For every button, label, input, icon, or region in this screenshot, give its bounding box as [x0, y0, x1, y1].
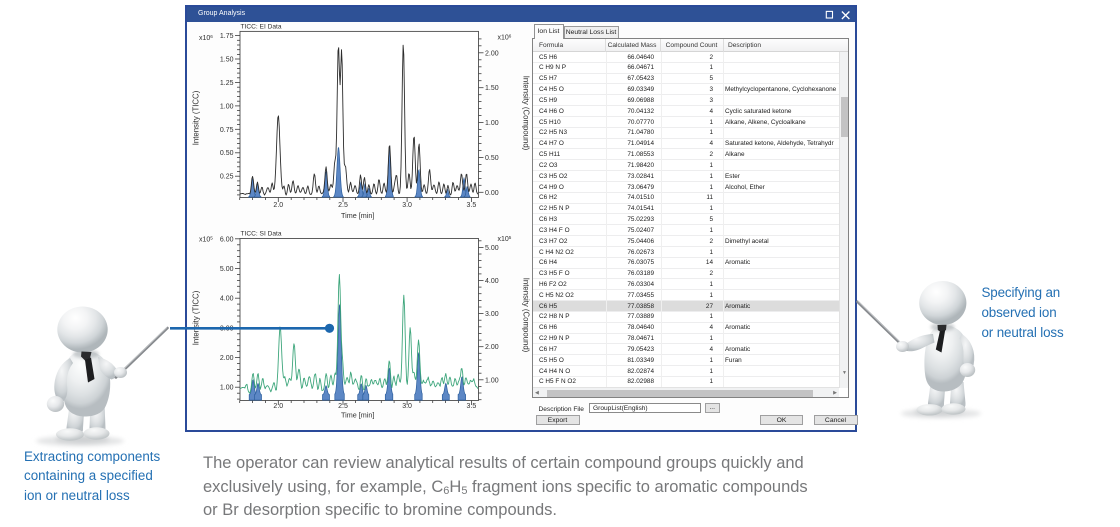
svg-text:1.00: 1.00: [220, 385, 234, 392]
svg-text:5.00: 5.00: [220, 266, 234, 273]
svg-text:3.0: 3.0: [402, 403, 412, 410]
svg-text:0.50: 0.50: [485, 155, 499, 162]
svg-text:2.0: 2.0: [273, 403, 283, 410]
svg-text:2.5: 2.5: [338, 202, 348, 209]
svg-text:2.00: 2.00: [220, 355, 234, 362]
svg-text:Intensity (Compound): Intensity (Compound): [522, 76, 531, 151]
svg-text:3.5: 3.5: [467, 202, 477, 209]
svg-text:0.00: 0.00: [485, 190, 499, 197]
svg-text:Intensity (TICC): Intensity (TICC): [192, 290, 201, 345]
svg-text:3.5: 3.5: [467, 403, 477, 410]
svg-text:5.00: 5.00: [485, 245, 499, 252]
svg-text:Intensity (TICC): Intensity (TICC): [192, 90, 201, 145]
svg-text:1.00: 1.00: [220, 103, 234, 110]
svg-text:x105: x105: [498, 235, 512, 243]
svg-text:Time [min]: Time [min]: [341, 411, 374, 420]
svg-text:3.0: 3.0: [402, 202, 412, 209]
svg-text:1.50: 1.50: [220, 57, 234, 64]
svg-text:0.50: 0.50: [220, 150, 234, 157]
svg-text:0.25: 0.25: [220, 174, 234, 181]
svg-text:2.0: 2.0: [273, 202, 283, 209]
svg-text:1.50: 1.50: [485, 85, 499, 92]
svg-text:TICC: SI Data: TICC: SI Data: [241, 231, 282, 238]
svg-text:Time [min]: Time [min]: [341, 211, 374, 220]
svg-text:x106: x106: [199, 34, 213, 42]
svg-text:x106: x106: [498, 33, 512, 41]
svg-text:6.00: 6.00: [220, 236, 234, 243]
svg-text:1.00: 1.00: [485, 377, 499, 384]
svg-text:3.00: 3.00: [485, 311, 499, 318]
svg-text:1.25: 1.25: [220, 80, 234, 87]
svg-text:x105: x105: [199, 235, 213, 243]
svg-text:2.00: 2.00: [485, 50, 499, 57]
svg-text:0.75: 0.75: [220, 127, 234, 134]
svg-text:4.00: 4.00: [485, 278, 499, 285]
svg-text:2.00: 2.00: [485, 344, 499, 351]
svg-text:1.00: 1.00: [485, 120, 499, 127]
svg-text:2.5: 2.5: [338, 403, 348, 410]
svg-text:TICC: EI Data: TICC: EI Data: [241, 24, 282, 31]
svg-text:4.00: 4.00: [220, 296, 234, 303]
svg-text:1.75: 1.75: [220, 33, 234, 40]
svg-text:Intensity (Compound): Intensity (Compound): [522, 278, 531, 353]
